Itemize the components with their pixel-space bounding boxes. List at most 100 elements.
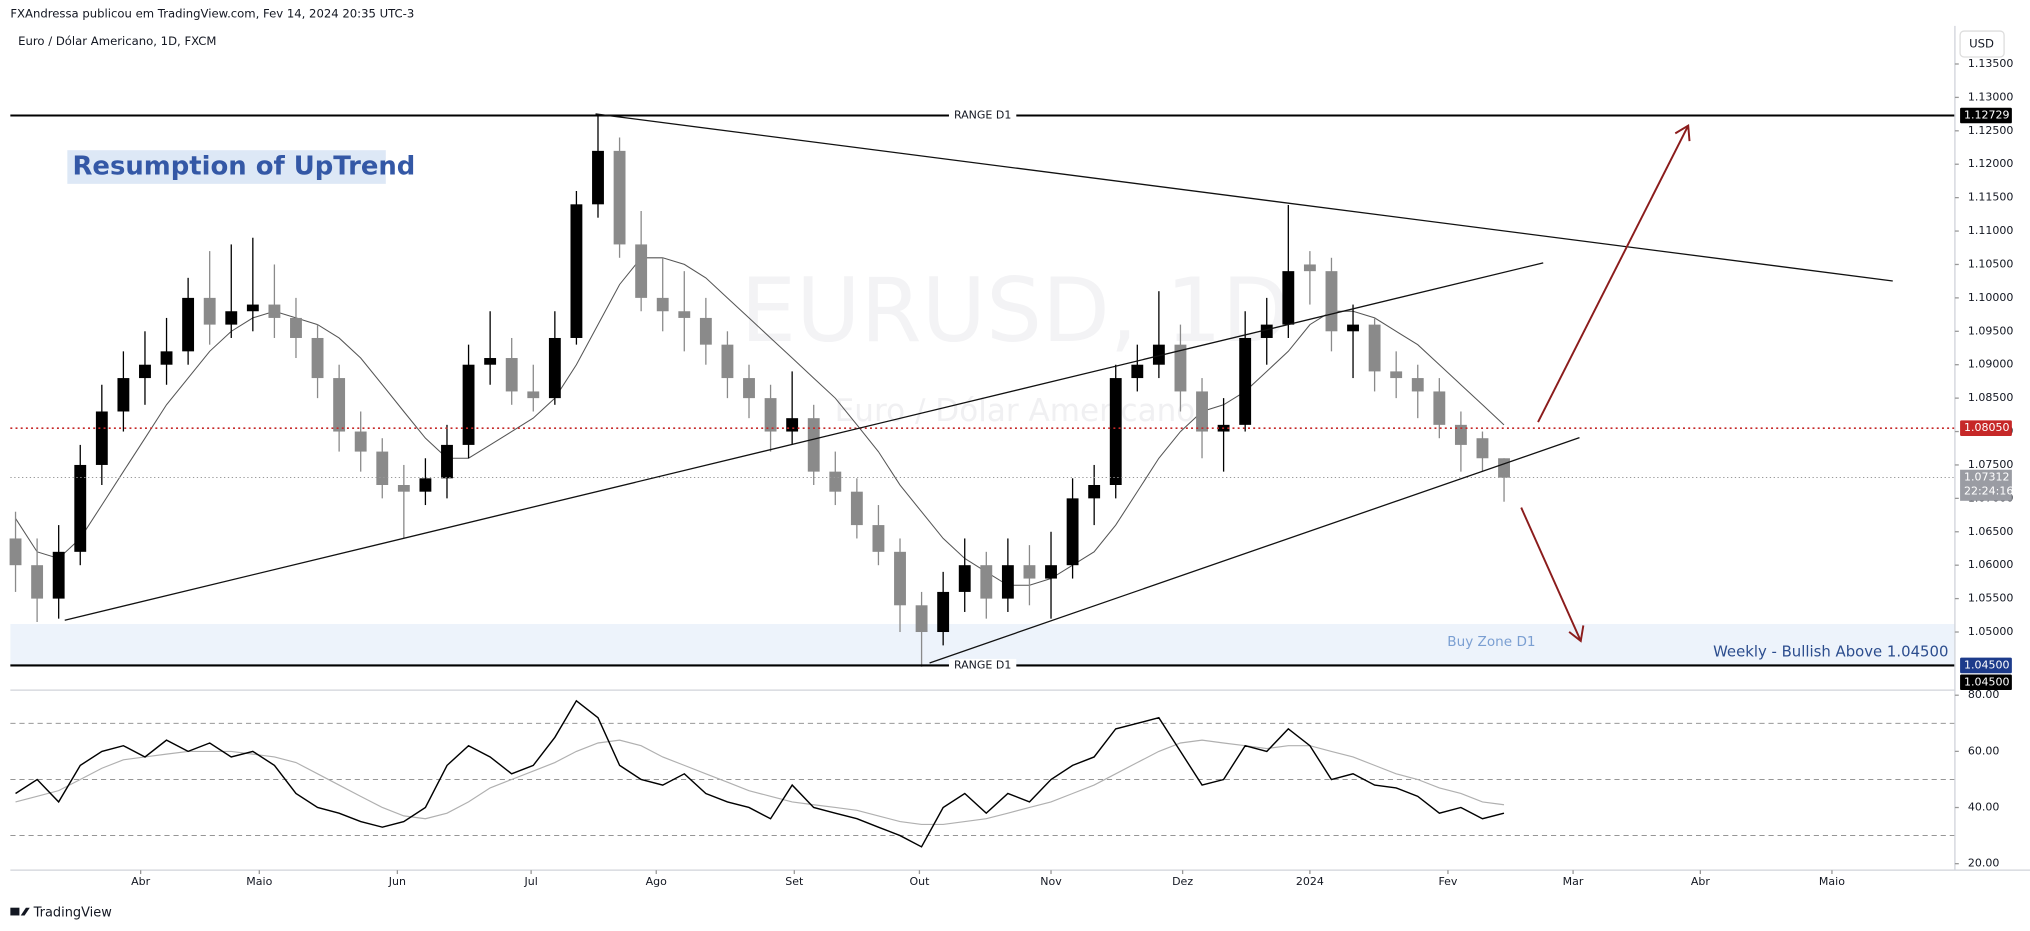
x-tick-label: Set	[785, 875, 804, 888]
candle-body	[1066, 498, 1079, 566]
candle-body	[592, 150, 604, 205]
candle-body	[1131, 364, 1144, 379]
candle-body	[290, 317, 302, 338]
candle-body	[527, 391, 540, 399]
level-label: 1.04500	[1964, 658, 2009, 671]
candle-body	[1045, 565, 1057, 579]
x-tick-label: Out	[909, 875, 930, 888]
watermark: EURUSD, 1D	[740, 259, 1289, 362]
candle-body	[872, 525, 885, 552]
trendline	[929, 437, 1580, 664]
rsi-line	[15, 699, 1505, 848]
candle-body	[182, 297, 195, 352]
level-name-bg	[948, 109, 1017, 122]
arrows	[1520, 123, 1691, 643]
candle-body	[354, 431, 367, 452]
candle-body	[894, 551, 906, 606]
candle-body	[743, 378, 755, 399]
candle-body	[462, 364, 475, 445]
y-tick-label: 1.06000	[1968, 558, 2013, 571]
y-tick-label: 1.11000	[1968, 224, 2013, 237]
x-tick-label: Dez	[1172, 875, 1193, 888]
candle-body	[1454, 424, 1467, 445]
buy-zone-label: Buy Zone D1	[1447, 634, 1535, 650]
watermark-sub: Euro / Dólar Americano	[835, 393, 1196, 429]
arrow-head	[1568, 625, 1585, 643]
symbol-info: Euro / Dólar Americano, 1D, FXCM	[18, 34, 216, 48]
y-tick-label: 40.00	[1968, 801, 1999, 814]
x-tick-label: Nov	[1040, 875, 1062, 888]
candle-body	[95, 411, 108, 465]
trendlines	[64, 113, 1893, 664]
y-tick-label: 1.12000	[1968, 157, 2013, 170]
candle-body	[376, 451, 389, 485]
arrow-head	[1674, 123, 1691, 142]
x-tick-label: Mar	[1563, 875, 1584, 888]
logo-mark	[20, 907, 30, 916]
y-tick-label: 1.13000	[1968, 90, 2013, 103]
weekly-label: 1.04500	[1964, 675, 2009, 688]
level-label-box	[1960, 420, 2012, 436]
y-tick-label: 80.00	[1968, 688, 1999, 701]
y-tick-label: 60.00	[1968, 744, 1999, 757]
candle-body	[160, 351, 173, 365]
candle-body	[441, 444, 453, 479]
level-name-bg	[948, 658, 1017, 672]
x-tick-label: Abr	[1691, 875, 1711, 888]
candle-body	[958, 565, 971, 592]
last-price-box	[1960, 469, 2012, 501]
candle-body	[52, 551, 65, 599]
candle-body	[678, 311, 691, 318]
candle-body	[1498, 458, 1510, 478]
x-tick-label: Maio	[246, 875, 272, 888]
candle-body	[850, 491, 863, 526]
candle-body	[397, 484, 410, 492]
candle-body	[937, 591, 950, 633]
y-tick-label: 1.07500	[1968, 458, 2013, 471]
rsi-line	[15, 739, 1505, 826]
candle-body	[1303, 264, 1316, 272]
candle-body	[635, 244, 648, 298]
x-tick-label: Jun	[388, 875, 406, 888]
candle-body	[764, 398, 777, 432]
candle-body	[1260, 324, 1273, 338]
candle-body	[1411, 378, 1424, 392]
logo-mark	[10, 907, 20, 916]
y-tick-label: 1.06500	[1968, 525, 2013, 538]
weekly-label-box	[1960, 674, 2012, 691]
annotation-title: Resumption of UpTrend	[73, 152, 416, 182]
candle-body	[721, 344, 734, 379]
candle-body	[311, 337, 324, 379]
candle-body	[1476, 438, 1489, 459]
candle-body	[1282, 271, 1295, 325]
x-tick-label: Ago	[646, 875, 668, 888]
y-tick-label: 1.10500	[1968, 257, 2013, 270]
candle-body	[1239, 337, 1252, 425]
candle-body	[139, 364, 151, 379]
countdown: 22:24:16	[1964, 485, 2013, 498]
weekly-note: Weekly - Bullish Above 1.04500	[1713, 642, 1948, 660]
y-tick-label: 1.09000	[1968, 358, 2013, 371]
candle-body	[613, 150, 626, 245]
candle-body	[1109, 378, 1122, 485]
y-tick-label: 1.08500	[1968, 391, 2013, 404]
candle-body	[786, 418, 799, 432]
currency: USD	[1969, 37, 1994, 51]
candle-body	[74, 464, 87, 552]
candle-body	[117, 378, 130, 412]
candle-body	[31, 565, 44, 599]
candle-body	[980, 565, 993, 599]
candle-body	[1325, 271, 1338, 332]
candle-body	[1001, 565, 1014, 599]
candle-body	[1347, 324, 1359, 332]
y-tick-label: 1.11500	[1968, 191, 2013, 204]
candle-body	[1390, 371, 1403, 379]
footer-brand: TradingView	[33, 905, 113, 920]
y-tick-label: 1.13500	[1968, 57, 2013, 70]
candle-body	[246, 304, 259, 312]
candle-body	[484, 358, 497, 365]
candle-body	[419, 478, 432, 492]
y-tick-label: 20.00	[1968, 857, 1999, 870]
